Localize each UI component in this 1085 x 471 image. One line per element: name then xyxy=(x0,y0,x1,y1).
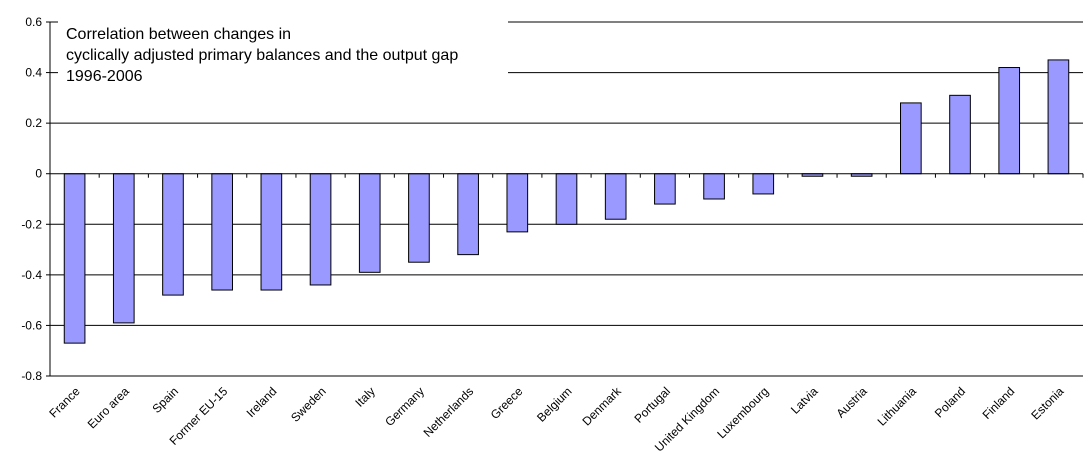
x-tick-label: France xyxy=(46,384,83,421)
x-tick-label: Denmark xyxy=(579,384,624,429)
x-tick-label: Poland xyxy=(932,384,968,420)
x-tick-label: Netherlands xyxy=(421,384,477,440)
bar xyxy=(309,173,332,286)
bar xyxy=(358,173,381,273)
y-tick-label: -0.4 xyxy=(21,268,42,282)
y-tick-label: 0 xyxy=(35,167,42,181)
bar xyxy=(211,173,233,291)
bar xyxy=(654,173,676,205)
chart-title-box: Correlation between changes in cyclicall… xyxy=(58,18,508,102)
x-tick-label: Greece xyxy=(488,384,526,422)
x-tick-label: Latvia xyxy=(788,384,821,417)
bar xyxy=(162,173,184,296)
bar xyxy=(555,173,578,225)
bar xyxy=(900,102,922,175)
bar xyxy=(260,173,283,291)
x-tick-label: Estonia xyxy=(1028,384,1066,422)
x-tick-label: Lithuania xyxy=(875,384,920,429)
x-tick-label: Belgium xyxy=(534,384,575,425)
bar xyxy=(604,173,627,220)
x-tick-label: Spain xyxy=(149,384,181,416)
x-tick-label: Euro area xyxy=(85,384,132,431)
bar xyxy=(457,173,479,256)
x-tick-label: Italy xyxy=(352,384,377,409)
bar xyxy=(112,173,135,324)
x-tick-label: Luxembourg xyxy=(714,384,771,441)
y-tick-label: -0.6 xyxy=(21,318,42,332)
bar xyxy=(998,67,1021,175)
y-tick-label: 0.4 xyxy=(25,66,42,80)
chart-title-line-2: cyclically adjusted primary balances and… xyxy=(66,47,459,64)
bar xyxy=(752,173,775,195)
axes xyxy=(46,21,1084,377)
bar xyxy=(506,173,529,233)
bar xyxy=(408,173,430,263)
x-tick-label: Sweden xyxy=(288,384,329,425)
bar xyxy=(1047,59,1070,175)
chart-title-line-3: 1996-2006 xyxy=(66,68,143,85)
bar xyxy=(63,173,86,344)
bar xyxy=(703,173,725,200)
x-tick-label: Germany xyxy=(382,384,427,429)
y-tick-label: -0.2 xyxy=(21,217,42,231)
x-tick-label: Portugal xyxy=(631,384,673,426)
y-tick-labels: 0.6 0.4 0.2 0 -0.2 -0.4 -0.6 -0.8 xyxy=(21,15,42,383)
y-tick-label: -0.8 xyxy=(21,369,42,383)
bar xyxy=(949,94,971,175)
y-tick-label: 0.2 xyxy=(25,116,42,130)
y-tick-label: 0.6 xyxy=(25,15,42,29)
bars xyxy=(63,59,1070,344)
chart-title-line-1: Correlation between changes in xyxy=(66,26,292,43)
x-tick-label: Finland xyxy=(980,384,1018,422)
x-tick-label: Ireland xyxy=(244,384,280,420)
x-tick-label: Austria xyxy=(833,384,870,421)
